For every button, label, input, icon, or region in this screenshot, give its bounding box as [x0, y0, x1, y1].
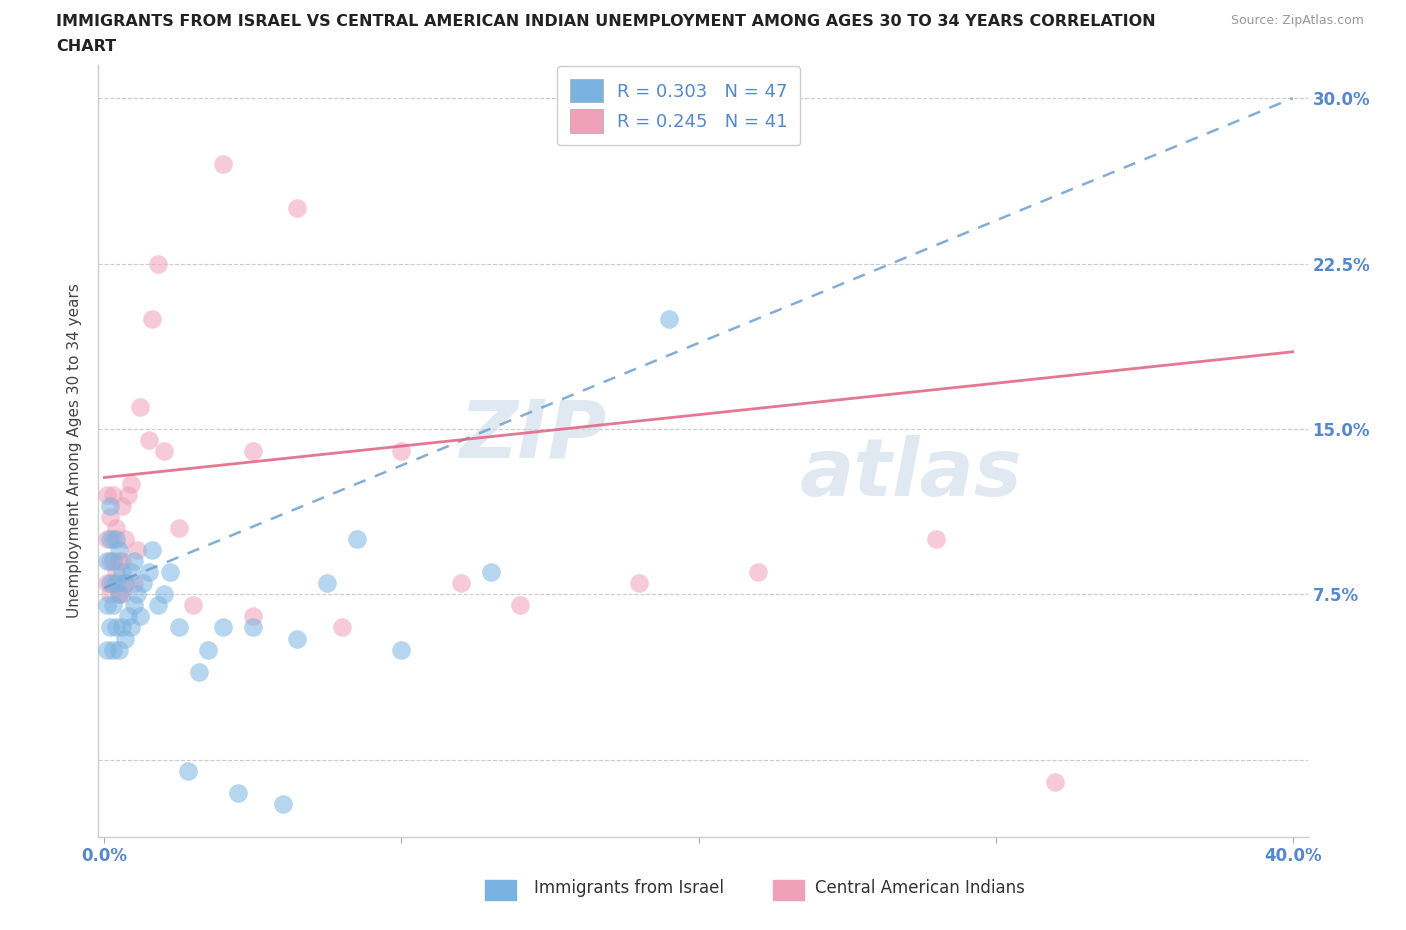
- Point: [120, 477, 142, 492]
- Point: [479, 565, 502, 579]
- Point: [114, 576, 136, 591]
- Point: [658, 312, 681, 326]
- Point: [96, 642, 118, 657]
- Point: [212, 157, 235, 172]
- Text: Source: ZipAtlas.com: Source: ZipAtlas.com: [1230, 14, 1364, 27]
- Text: Central American Indians: Central American Indians: [815, 879, 1025, 897]
- Point: [152, 444, 174, 458]
- Point: [111, 565, 134, 579]
- Point: [105, 576, 128, 591]
- Point: [141, 312, 163, 326]
- Point: [98, 554, 121, 569]
- Point: [111, 620, 134, 635]
- Point: [747, 565, 769, 579]
- Point: [176, 764, 198, 778]
- Point: [108, 587, 131, 602]
- Text: atlas: atlas: [800, 435, 1022, 513]
- Point: [132, 576, 155, 591]
- Text: CHART: CHART: [56, 39, 117, 54]
- Point: [108, 587, 131, 602]
- Text: Immigrants from Israel: Immigrants from Israel: [534, 879, 724, 897]
- Point: [152, 587, 174, 602]
- Point: [271, 796, 294, 811]
- Point: [103, 554, 125, 569]
- Point: [129, 400, 152, 415]
- Point: [103, 642, 125, 657]
- Point: [212, 620, 235, 635]
- Point: [125, 543, 148, 558]
- Point: [197, 642, 219, 657]
- Point: [98, 532, 121, 547]
- Point: [103, 576, 125, 591]
- Point: [242, 620, 264, 635]
- Point: [183, 598, 205, 613]
- Point: [103, 598, 125, 613]
- Point: [628, 576, 651, 591]
- Y-axis label: Unemployment Among Ages 30 to 34 years: Unemployment Among Ages 30 to 34 years: [67, 284, 83, 618]
- Point: [242, 609, 264, 624]
- Point: [330, 620, 353, 635]
- Point: [98, 510, 121, 525]
- Point: [188, 664, 211, 679]
- Point: [98, 576, 121, 591]
- Point: [98, 587, 121, 602]
- Point: [103, 487, 125, 502]
- Point: [226, 786, 249, 801]
- Point: [242, 444, 264, 458]
- Point: [138, 565, 160, 579]
- Point: [141, 543, 163, 558]
- Point: [117, 609, 139, 624]
- Point: [138, 432, 160, 447]
- Point: [98, 620, 121, 635]
- Point: [122, 554, 145, 569]
- Point: [108, 554, 131, 569]
- Point: [1043, 775, 1066, 790]
- Point: [346, 532, 368, 547]
- Point: [105, 532, 128, 547]
- Point: [111, 498, 134, 513]
- Point: [96, 554, 118, 569]
- Point: [925, 532, 948, 547]
- Point: [287, 631, 309, 646]
- Point: [167, 620, 190, 635]
- Point: [129, 609, 152, 624]
- Point: [117, 487, 139, 502]
- Point: [122, 576, 145, 591]
- Point: [391, 444, 413, 458]
- Point: [316, 576, 339, 591]
- Point: [108, 543, 131, 558]
- Point: [96, 598, 118, 613]
- Point: [159, 565, 181, 579]
- Point: [96, 532, 118, 547]
- Point: [167, 521, 190, 536]
- Point: [509, 598, 531, 613]
- Point: [122, 598, 145, 613]
- Point: [105, 565, 128, 579]
- Point: [287, 201, 309, 216]
- Point: [108, 642, 131, 657]
- Point: [111, 554, 134, 569]
- Point: [114, 576, 136, 591]
- Point: [96, 576, 118, 591]
- Point: [98, 498, 121, 513]
- Point: [146, 598, 169, 613]
- Text: IMMIGRANTS FROM ISRAEL VS CENTRAL AMERICAN INDIAN UNEMPLOYMENT AMONG AGES 30 TO : IMMIGRANTS FROM ISRAEL VS CENTRAL AMERIC…: [56, 14, 1156, 29]
- Point: [111, 587, 134, 602]
- Text: ZIP: ZIP: [458, 396, 606, 474]
- Point: [120, 565, 142, 579]
- Point: [96, 487, 118, 502]
- Point: [114, 532, 136, 547]
- Point: [391, 642, 413, 657]
- Point: [450, 576, 472, 591]
- Point: [146, 256, 169, 271]
- Legend: R = 0.303   N = 47, R = 0.245   N = 41: R = 0.303 N = 47, R = 0.245 N = 41: [557, 66, 800, 145]
- Point: [103, 532, 125, 547]
- Point: [105, 521, 128, 536]
- Point: [120, 620, 142, 635]
- Point: [125, 587, 148, 602]
- Point: [114, 631, 136, 646]
- Point: [105, 620, 128, 635]
